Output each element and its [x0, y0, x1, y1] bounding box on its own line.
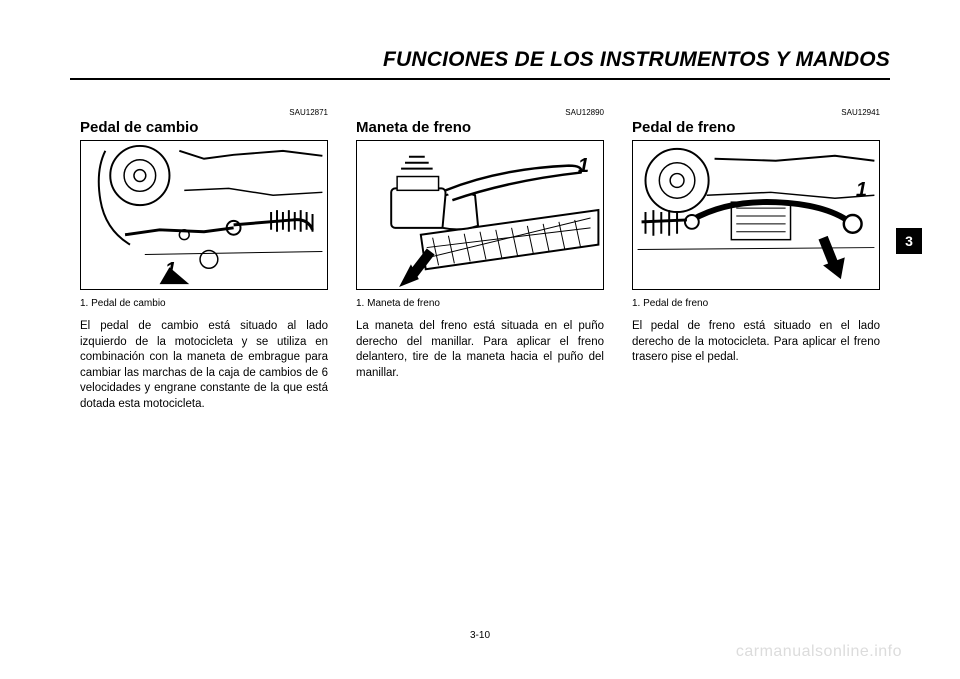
- column-brake-lever: SAU12890 Maneta de freno: [356, 108, 604, 412]
- figure-brake-lever: 1: [356, 140, 604, 290]
- reference-code: SAU12941: [632, 108, 880, 117]
- shift-pedal-illustration: [81, 141, 327, 289]
- reference-code: SAU12890: [356, 108, 604, 117]
- section-heading: Pedal de cambio: [80, 119, 328, 136]
- section-heading: Maneta de freno: [356, 119, 604, 136]
- figure-caption: 1. Pedal de cambio: [80, 298, 328, 309]
- callout-label: 1: [165, 259, 176, 282]
- section-heading: Pedal de freno: [632, 119, 880, 136]
- manual-page: FUNCIONES DE LOS INSTRUMENTOS Y MANDOS 3…: [0, 0, 960, 679]
- page-number: 3-10: [0, 630, 960, 641]
- figure-brake-pedal: 1: [632, 140, 880, 290]
- figure-shift-pedal: 1: [80, 140, 328, 290]
- brake-pedal-illustration: [633, 141, 879, 289]
- chapter-title: FUNCIONES DE LOS INSTRUMENTOS Y MANDOS: [383, 48, 890, 72]
- body-text: La maneta del freno está situada en el p…: [356, 319, 604, 381]
- watermark: carmanualsonline.info: [736, 643, 902, 661]
- body-text: El pedal de freno está situado en el lad…: [632, 319, 880, 366]
- callout-label: 1: [578, 155, 589, 178]
- chapter-tab: 3: [896, 228, 922, 254]
- brake-lever-illustration: [357, 141, 603, 289]
- body-text: El pedal de cambio está situado al lado …: [80, 319, 328, 412]
- column-shift-pedal: SAU12871 Pedal de cambio: [80, 108, 328, 412]
- reference-code: SAU12871: [80, 108, 328, 117]
- column-brake-pedal: SAU12941 Pedal de freno: [632, 108, 880, 412]
- callout-label: 1: [856, 179, 867, 202]
- content-columns: SAU12871 Pedal de cambio: [80, 108, 880, 412]
- figure-caption: 1. Maneta de freno: [356, 298, 604, 309]
- header-rule: [70, 78, 890, 80]
- figure-caption: 1. Pedal de freno: [632, 298, 880, 309]
